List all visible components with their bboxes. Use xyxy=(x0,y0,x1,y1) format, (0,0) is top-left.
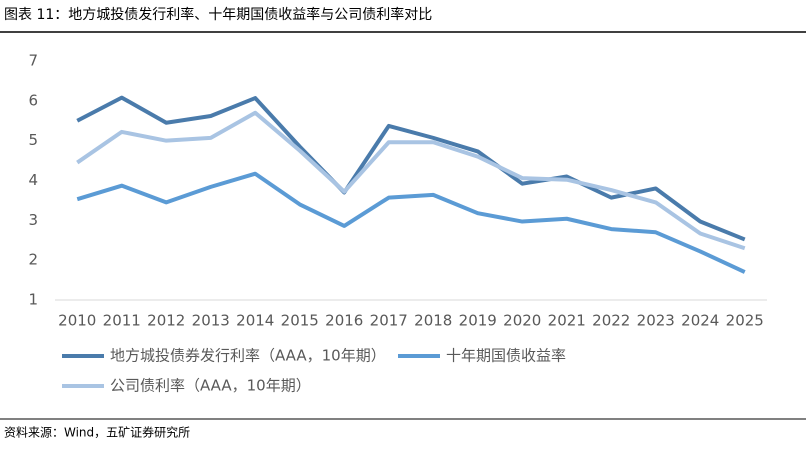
legend-label: 公司债利率（AAA，10年期） xyxy=(110,377,311,395)
x-tick-label: 2021 xyxy=(548,312,586,330)
series-line xyxy=(76,95,746,242)
x-tick-label: 2023 xyxy=(637,312,675,330)
x-tick-label: 2018 xyxy=(414,312,452,330)
x-tick-label: 2013 xyxy=(192,312,230,330)
x-tick-label: 2022 xyxy=(592,312,630,330)
y-tick-label: 5 xyxy=(28,131,38,149)
x-tick-label: 2016 xyxy=(325,312,363,330)
x-tick-label: 2025 xyxy=(726,312,764,330)
legend-label: 地方城投债券发行利率（AAA，10年期） xyxy=(110,347,386,365)
y-tick-label: 4 xyxy=(28,171,38,189)
x-tick-label: 2024 xyxy=(681,312,719,330)
x-tick-label: 2015 xyxy=(281,312,319,330)
legend-label: 十年期国债收益率 xyxy=(446,347,566,365)
y-tick-label: 7 xyxy=(28,52,38,70)
x-tick-label: 2020 xyxy=(503,312,541,330)
source: 资料来源：Wind，五矿证券研究所 xyxy=(4,425,190,440)
y-tick-label: 3 xyxy=(28,211,38,229)
x-tick-label: 2012 xyxy=(147,312,185,330)
series-line xyxy=(76,171,746,274)
x-tick-label: 2019 xyxy=(459,312,497,330)
series-line xyxy=(76,110,746,251)
x-tick-label: 2014 xyxy=(236,312,274,330)
x-tick-label: 2011 xyxy=(103,312,141,330)
x-tick-label: 2010 xyxy=(58,312,96,330)
y-tick-label: 6 xyxy=(28,91,38,109)
x-tick-label: 2017 xyxy=(370,312,408,330)
chart-title: 图表 11：地方城投债发行利率、十年期国债收益率与公司债利率对比 xyxy=(4,6,432,23)
y-tick-label: 1 xyxy=(28,291,38,309)
y-tick-label: 2 xyxy=(28,251,38,269)
